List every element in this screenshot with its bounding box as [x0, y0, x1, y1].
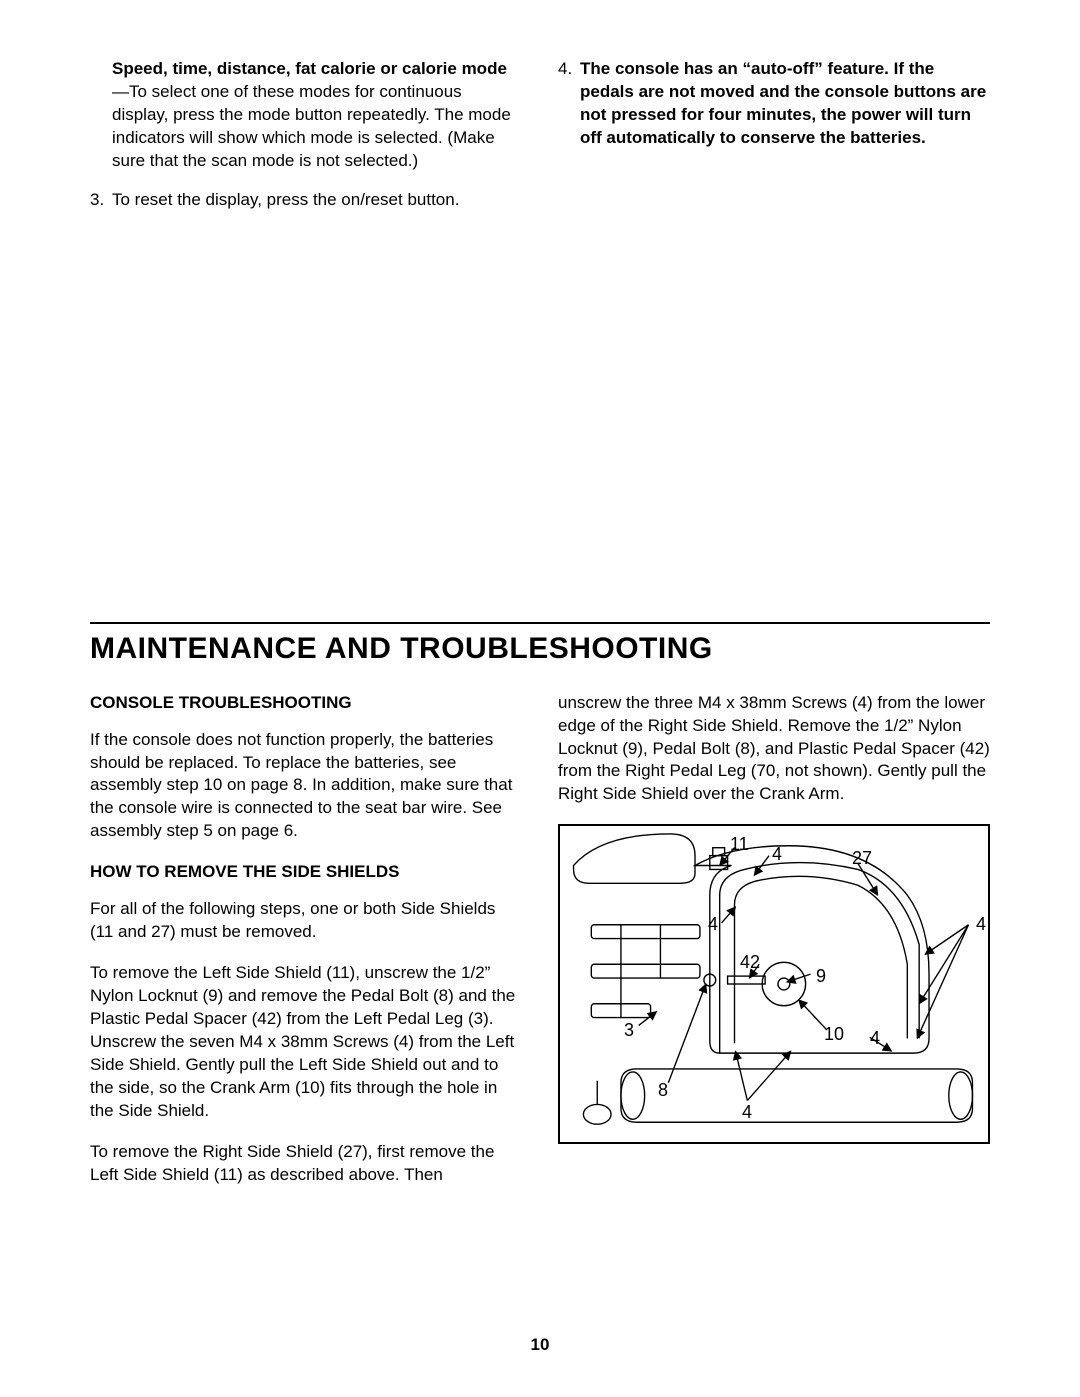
diagram-label-9: 9 — [816, 964, 826, 988]
item-4-number: 4. — [558, 58, 580, 150]
mode-paragraph: Speed, time, distance, fat calorie or ca… — [90, 58, 522, 173]
diagram-label-4-bottom: 4 — [742, 1100, 752, 1124]
side-shields-para-2: To remove the Left Side Shield (11), uns… — [90, 962, 522, 1123]
top-right-column: 4. The console has an “auto-off” feature… — [558, 58, 990, 212]
diagram-label-27: 27 — [852, 846, 872, 870]
mode-bold-lead: Speed, time, distance, fat calorie or ca… — [112, 59, 507, 78]
diagram-label-4-right: 4 — [976, 912, 986, 936]
section-title: MAINTENANCE AND TROUBLESHOOTING — [90, 632, 990, 666]
top-columns: Speed, time, distance, fat calorie or ca… — [90, 58, 990, 212]
remove-side-shields-heading: HOW TO REMOVE THE SIDE SHIELDS — [90, 861, 522, 884]
diagram-svg — [560, 826, 988, 1142]
diagram-label-4-top: 4 — [772, 842, 782, 866]
side-shields-para-1: For all of the following steps, one or b… — [90, 898, 522, 944]
top-left-column: Speed, time, distance, fat calorie or ca… — [90, 58, 522, 212]
item-4: 4. The console has an “auto-off” feature… — [558, 58, 990, 150]
right-continuation-para: unscrew the three M4 x 38mm Screws (4) f… — [558, 692, 990, 807]
item-3: 3. To reset the display, press the on/re… — [90, 189, 522, 212]
diagram-label-11: 11 — [730, 832, 749, 856]
diagram-label-42: 42 — [740, 950, 760, 974]
side-shields-para-3: To remove the Right Side Shield (27), fi… — [90, 1141, 522, 1187]
mode-body-text: —To select one of these modes for contin… — [112, 82, 511, 170]
console-troubleshooting-heading: CONSOLE TROUBLESHOOTING — [90, 692, 522, 715]
diagram-label-4-lower: 4 — [870, 1026, 880, 1050]
diagram-label-10: 10 — [824, 1022, 844, 1046]
manual-page: Speed, time, distance, fat calorie or ca… — [0, 0, 1080, 1397]
item-3-number: 3. — [90, 189, 112, 212]
bottom-right-column: unscrew the three M4 x 38mm Screws (4) f… — [558, 692, 990, 1187]
item-4-text: The console has an “auto-off” feature. I… — [580, 58, 990, 150]
diagram-label-3: 3 — [624, 1018, 634, 1042]
bottom-columns: CONSOLE TROUBLESHOOTING If the console d… — [90, 692, 990, 1187]
side-shield-diagram: 11 4 27 4 4 42 9 3 10 4 8 4 — [558, 824, 990, 1144]
section-rule — [90, 622, 990, 624]
bottom-left-column: CONSOLE TROUBLESHOOTING If the console d… — [90, 692, 522, 1187]
item-3-text: To reset the display, press the on/reset… — [112, 189, 522, 212]
diagram-label-4-mid: 4 — [708, 912, 718, 936]
diagram-label-8: 8 — [658, 1078, 668, 1102]
page-number: 10 — [0, 1335, 1080, 1355]
console-troubleshooting-para: If the console does not function properl… — [90, 729, 522, 844]
